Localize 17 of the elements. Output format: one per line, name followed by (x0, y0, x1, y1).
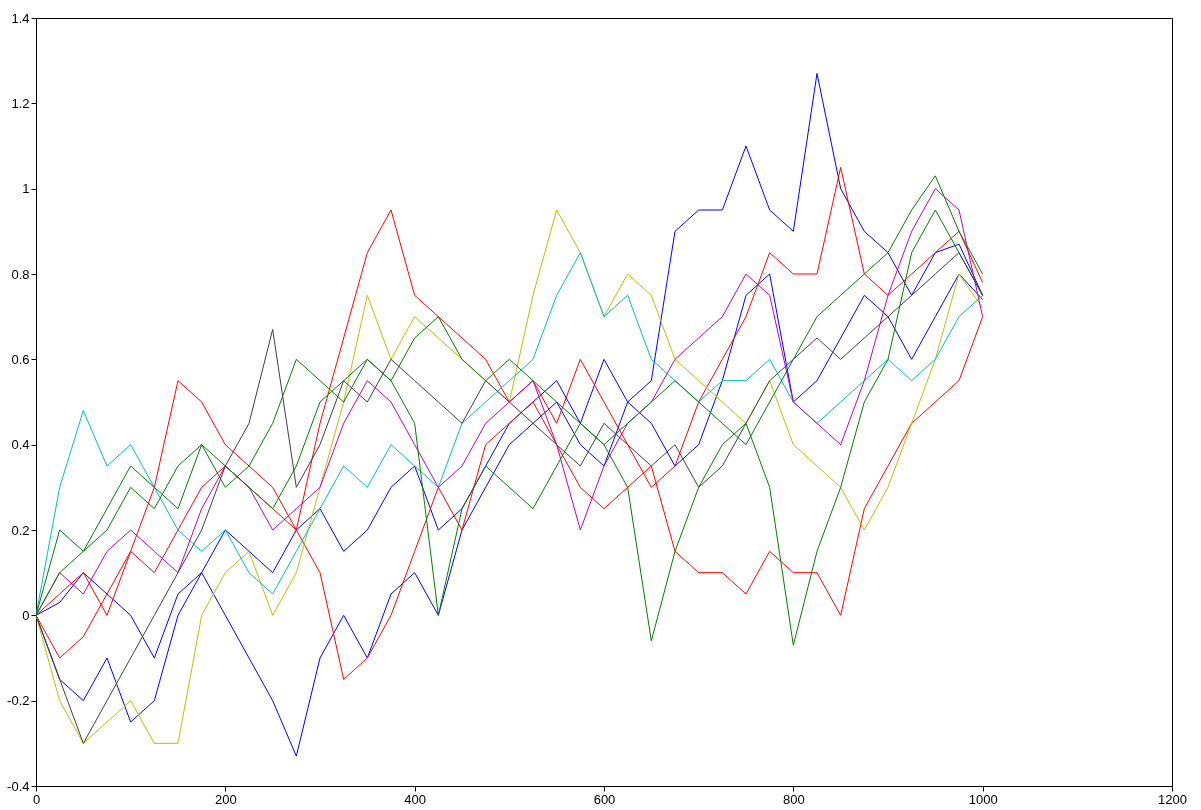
y-tick-label: 0 (22, 607, 30, 623)
y-tick-label: 0.4 (11, 437, 30, 453)
x-tick-label: 0 (32, 791, 41, 807)
y-tick-label: 1 (22, 181, 30, 197)
x-tick-label: 1200 (1158, 791, 1187, 807)
x-tick-label: 400 (404, 791, 427, 807)
x-tick-label: 1000 (968, 791, 998, 807)
y-tick-label: 0.2 (11, 522, 30, 538)
y-tick-label: 0.8 (11, 266, 30, 282)
x-tick-label: 600 (593, 791, 616, 807)
y-tick-label: 1.4 (11, 10, 30, 26)
y-tick-label: 1.2 (11, 95, 30, 111)
x-tick-label: 800 (782, 791, 805, 807)
y-tick-label: -0.2 (7, 693, 30, 709)
y-tick-label: -0.4 (7, 778, 30, 794)
x-tick-label: 200 (214, 791, 237, 807)
y-tick-label: 0.6 (11, 351, 30, 367)
